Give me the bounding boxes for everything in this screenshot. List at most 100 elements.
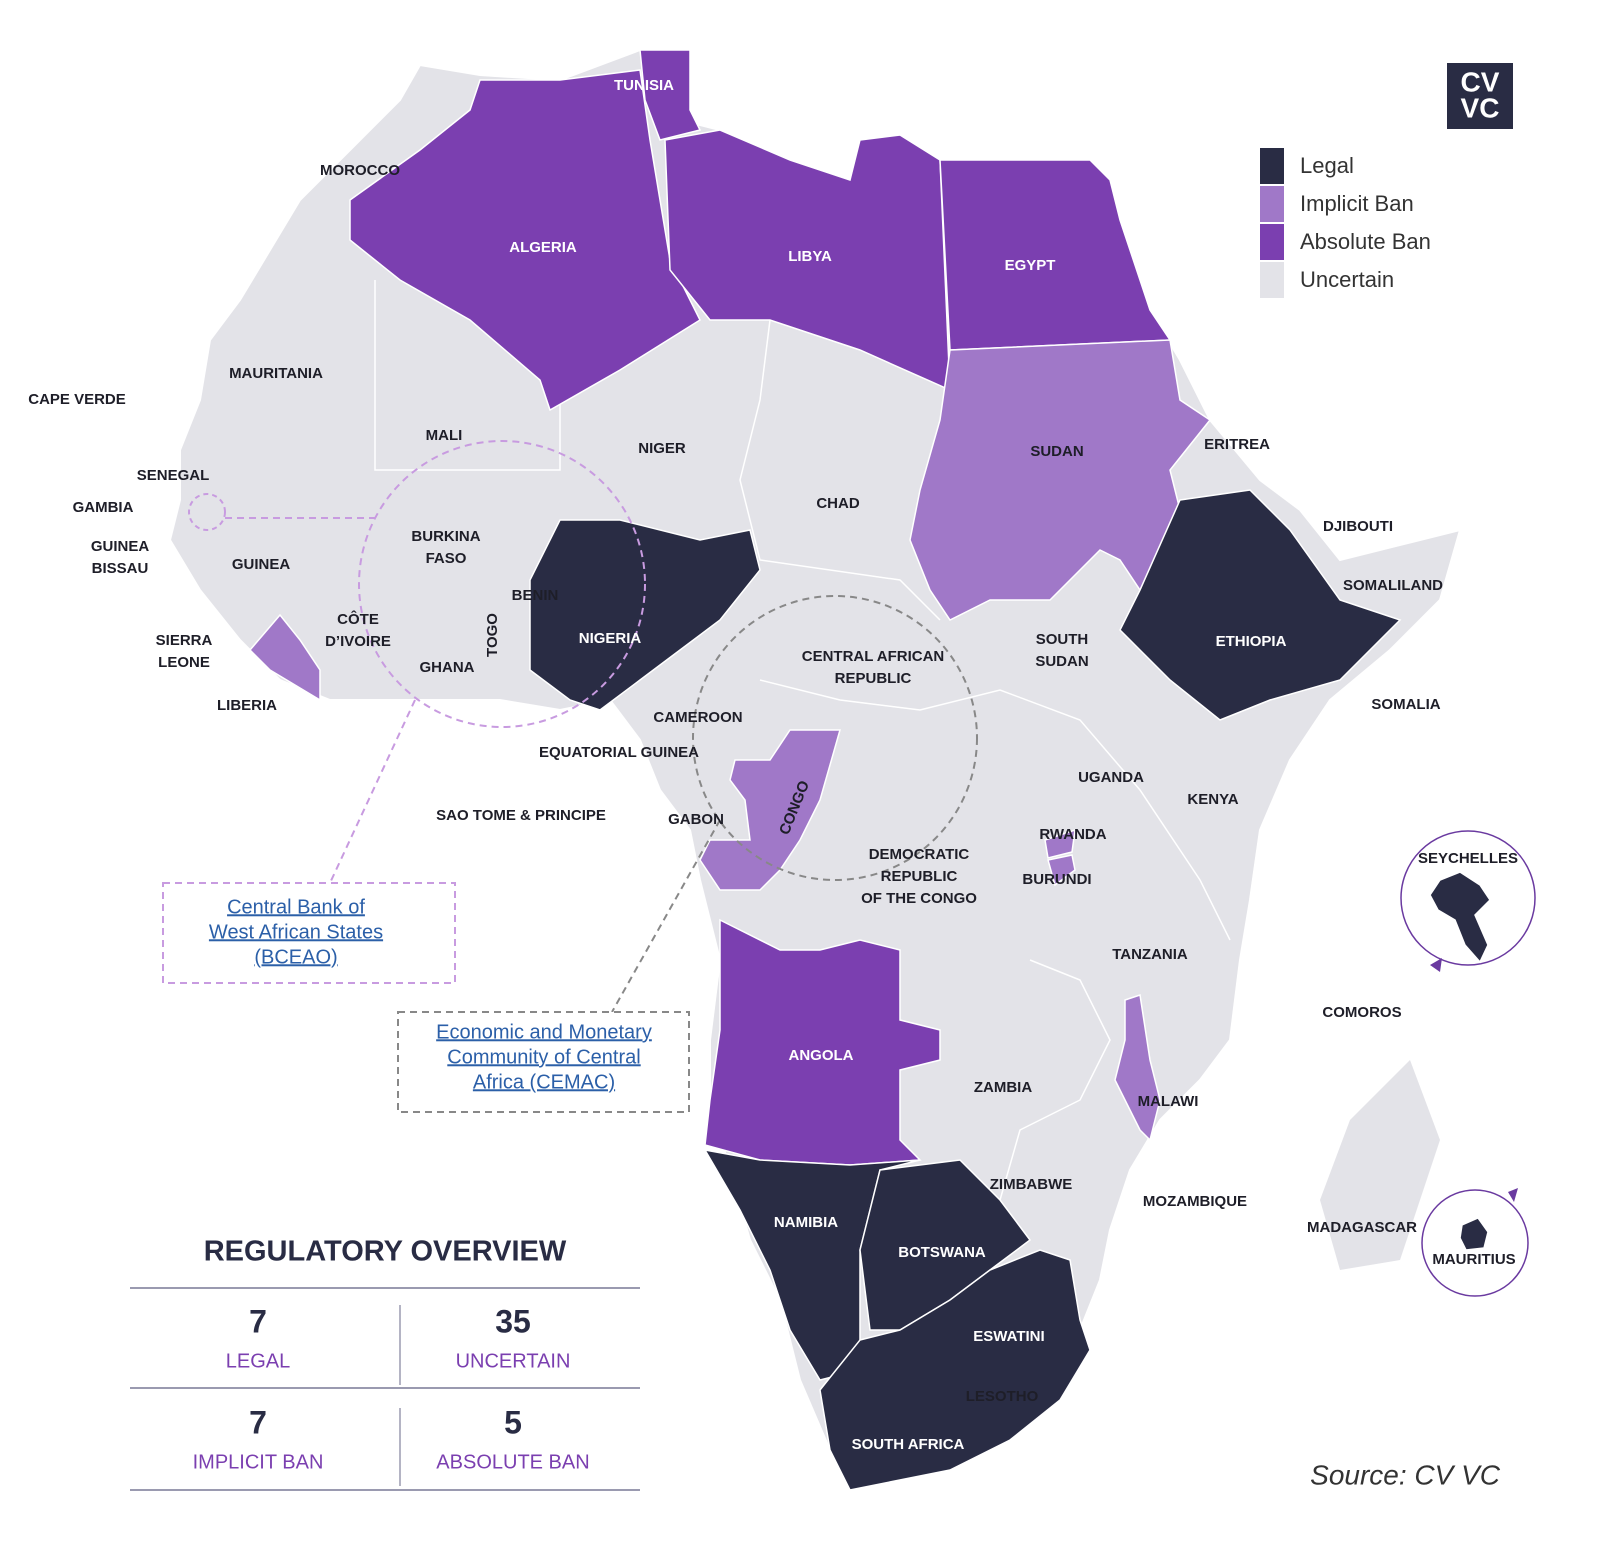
label-line: SOMALIA xyxy=(1371,696,1440,713)
connector xyxy=(329,699,416,884)
annotation-text: Africa (CEMAC) xyxy=(473,1071,615,1093)
legend-label: Absolute Ban xyxy=(1300,229,1431,254)
label-line: MOZAMBIQUE xyxy=(1143,1193,1247,1210)
label-line: CÔTE xyxy=(337,610,379,628)
country-label: ZAMBIA xyxy=(974,1079,1032,1096)
country-label: BURUNDI xyxy=(1022,871,1091,888)
country-label: NIGERIA xyxy=(579,630,642,647)
label-line: MALAWI xyxy=(1138,1093,1199,1110)
country-label: SUDAN xyxy=(1030,443,1083,460)
overview-value: 5 xyxy=(504,1404,522,1440)
country-shapes xyxy=(248,49,1536,1491)
logo-box xyxy=(1447,63,1513,129)
annotation-text: West African States xyxy=(209,921,383,943)
label-line: CENTRAL AFRICAN xyxy=(802,648,945,665)
label-line: BENIN xyxy=(512,587,559,604)
country-label: EGYPT xyxy=(1005,257,1056,274)
label-line: KENYA xyxy=(1187,791,1238,808)
bceao-circle xyxy=(358,440,646,728)
country-label: BENIN xyxy=(512,587,559,604)
country-shape xyxy=(704,918,941,1166)
label-line: TUNISIA xyxy=(614,77,674,94)
country-label: DEMOCRATIC REPUBLIC OF THE CONGO xyxy=(861,846,977,907)
label-line: EQUATORIAL GUINEA xyxy=(539,744,699,761)
legend-swatch xyxy=(1260,148,1284,184)
cemac-box xyxy=(397,1011,690,1113)
logo-text: CV xyxy=(1461,66,1500,97)
label-line: SOUTH xyxy=(1036,631,1089,648)
label-line: SOUTH AFRICA xyxy=(852,1436,965,1453)
label-line: ALGERIA xyxy=(509,239,577,256)
country-shape xyxy=(529,519,761,711)
annotation-text: (BCEAO) xyxy=(254,946,337,968)
legend-swatch xyxy=(1260,186,1284,222)
country-shape xyxy=(1047,854,1076,887)
label-line: LIBERIA xyxy=(217,697,277,714)
label-line: SENEGAL xyxy=(137,467,210,484)
border xyxy=(759,679,1231,941)
country-label: MOROCCO xyxy=(320,162,400,179)
logo: CV VC xyxy=(1447,63,1513,129)
country-label: MAURITANIA xyxy=(229,365,323,382)
label-line: ERITREA xyxy=(1204,436,1270,453)
country-label: ANGOLA xyxy=(789,1047,854,1064)
country-label: RWANDA xyxy=(1039,826,1106,843)
legend-label: Implicit Ban xyxy=(1300,191,1414,216)
label-line: MADAGASCAR xyxy=(1307,1219,1417,1236)
label-line: DJIBOUTI xyxy=(1323,518,1393,535)
overview: REGULATORY OVERVIEW 7 LEGAL 35 UNCERTAIN 7 IM… xyxy=(130,1236,640,1491)
country-label: TOGO xyxy=(484,613,501,657)
label-line: LEONE xyxy=(158,654,210,671)
label-line: EGYPT xyxy=(1005,257,1056,274)
country-shape xyxy=(703,1148,921,1381)
legend-label: Uncertain xyxy=(1300,267,1394,292)
label-line: TANZANIA xyxy=(1112,946,1188,963)
label-line: NIGER xyxy=(638,440,686,457)
country-label: MALAWI xyxy=(1138,1093,1199,1110)
label-line: SIERRA xyxy=(156,632,213,649)
country-label: SOMALILAND xyxy=(1343,577,1443,594)
country-label: GUINEA BISSAU xyxy=(91,538,150,577)
bceao-small-circle xyxy=(188,493,226,531)
country-shape xyxy=(909,339,1212,621)
label-line: OF THE CONGO xyxy=(861,890,977,907)
overview-value: 7 xyxy=(249,1404,267,1440)
label-line: REPUBLIC xyxy=(835,670,912,687)
overview-title: REGULATORY OVERVIEW xyxy=(204,1236,567,1268)
border xyxy=(374,280,561,471)
label-line: D’IVOIRE xyxy=(325,633,391,650)
country-shape xyxy=(1044,828,1076,859)
country-label: COMOROS xyxy=(1322,1004,1401,1021)
country-label: BOTSWANA xyxy=(898,1244,986,1261)
country-label: SOUTH AFRICA xyxy=(852,1436,965,1453)
label-line: BURKINA xyxy=(411,528,480,545)
inset-pointer xyxy=(1430,958,1442,972)
label-line: MOROCCO xyxy=(320,162,400,179)
border xyxy=(999,959,1111,1201)
label-line: SOMALILAND xyxy=(1343,577,1443,594)
country-label: ZIMBABWE xyxy=(990,1176,1073,1193)
country-label: TANZANIA xyxy=(1112,946,1188,963)
country-label: MAURITIUS xyxy=(1432,1251,1515,1268)
label-line: ETHIOPIA xyxy=(1216,633,1287,650)
country-label: LIBERIA xyxy=(217,697,277,714)
label-line: BOTSWANA xyxy=(898,1244,986,1261)
country-label: NIGER xyxy=(638,440,686,457)
logo-text: VC xyxy=(1461,92,1500,123)
cemac-circle xyxy=(692,595,978,881)
label-line: GUINEA xyxy=(91,538,150,555)
label-line: ANGOLA xyxy=(789,1047,854,1064)
country-label: CAMEROON xyxy=(653,709,742,726)
country-label: BURKINA FASO xyxy=(411,528,480,567)
country-label: ERITREA xyxy=(1204,436,1270,453)
country-shape xyxy=(248,613,321,702)
annotation-text: Economic and Monetary xyxy=(436,1021,652,1043)
label-line: SUDAN xyxy=(1030,443,1083,460)
country-label: TUNISIA xyxy=(614,77,674,94)
label-line: SEYCHELLES xyxy=(1418,850,1518,867)
overview-label: LEGAL xyxy=(226,1350,290,1372)
label-line: FASO xyxy=(426,550,467,567)
country-shape xyxy=(699,729,841,891)
connector xyxy=(611,819,721,1013)
label-line: RWANDA xyxy=(1039,826,1106,843)
